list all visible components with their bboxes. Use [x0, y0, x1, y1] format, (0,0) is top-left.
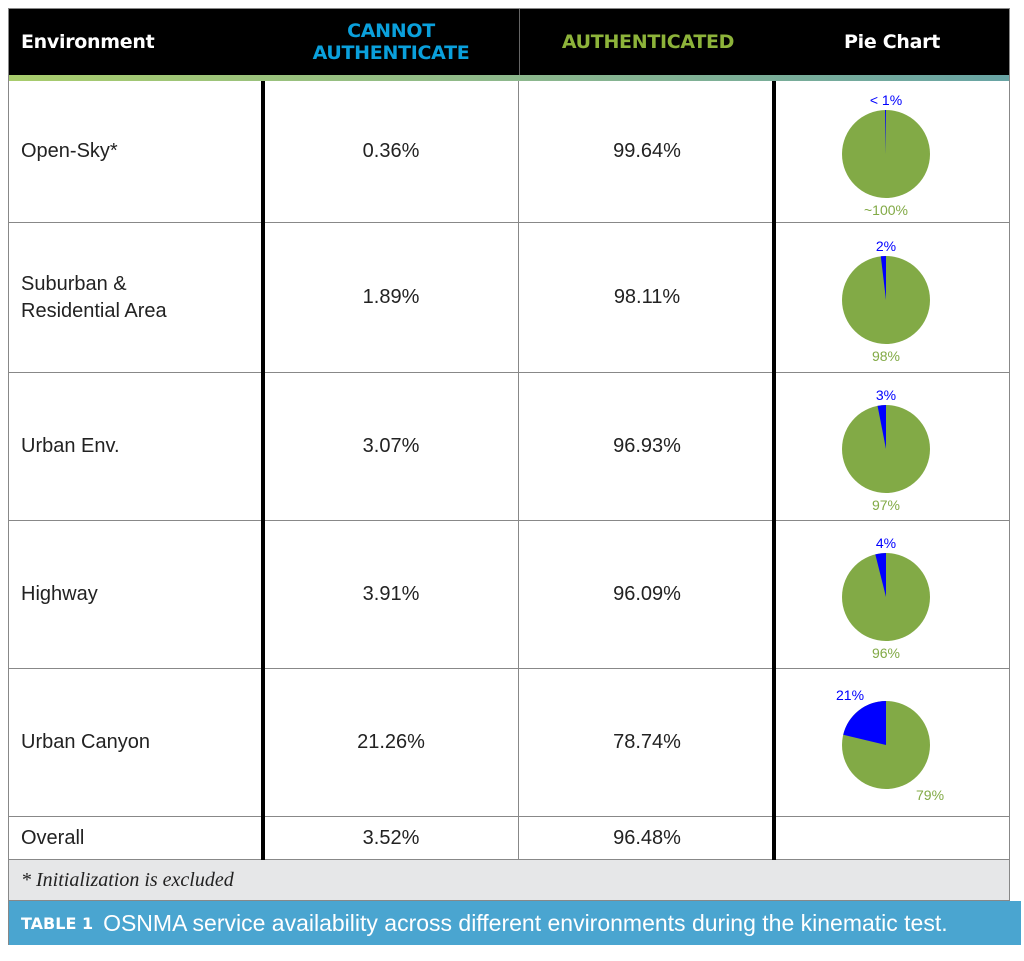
caption-text: OSNMA service availability across differ…: [103, 909, 948, 936]
table-row: Suburban & Residential Area 1.89% 98.11%: [9, 223, 1009, 373]
footnote: * Initialization is excluded: [9, 860, 1009, 901]
authenticated-value: 98.11%: [613, 286, 681, 308]
table-row: Urban Env. 3.07% 96.93%: [9, 373, 1009, 521]
pie-charts: < 1% ~100% 2% 98% 3% 97% 4% 96% 21% 79%: [836, 92, 944, 803]
pie-label-authenticated: ~100%: [864, 202, 908, 218]
environment-name: Suburban & Residential Area: [21, 272, 167, 322]
header-cannot-line2: AUTHENTICATE: [312, 42, 470, 64]
overall-row: Overall 3.52% 96.48%: [9, 817, 1009, 860]
pie-slice-cannot-authenticate: [877, 405, 886, 449]
column-divider: [772, 81, 776, 860]
environment-name: Highway: [21, 583, 98, 605]
cannot-authenticate-value: 0.36%: [362, 140, 420, 162]
column-divider: [518, 81, 519, 860]
pie-chart: 21% 79%: [836, 687, 944, 803]
pie-label-authenticated: 96%: [872, 645, 900, 661]
cannot-authenticate-value: 1.89%: [362, 286, 420, 308]
header-environment: Environment: [21, 31, 155, 53]
pie-slice-cannot-authenticate: [885, 110, 886, 154]
pie-chart: 2% 98%: [842, 238, 930, 364]
table-header: Environment CANNOT AUTHENTICATE AUTHENTIC…: [9, 9, 1009, 75]
table-row: Open-Sky* 0.36% 99.64%: [9, 81, 1009, 223]
authenticated-value: 78.74%: [613, 731, 681, 753]
pie-label-cannot: 3%: [876, 387, 896, 403]
table-caption: TABLE 1 OSNMA service availability across…: [9, 901, 1021, 945]
pie-label-cannot: < 1%: [870, 92, 902, 108]
pie-label-cannot: 21%: [836, 687, 864, 703]
table-row: Highway 3.91% 96.09%: [9, 521, 1009, 669]
authenticated-value: 96.09%: [613, 583, 681, 605]
caption-label: TABLE 1: [21, 913, 94, 933]
authenticated-value: 96.93%: [613, 435, 681, 457]
pie-chart: 3% 97%: [842, 387, 930, 513]
header-pie-chart: Pie Chart: [844, 31, 940, 53]
overall-authenticated: 96.48%: [613, 826, 681, 849]
table-row: Urban Canyon 21.26% 78.74%: [9, 669, 1009, 817]
header-cannot-authenticate: CANNOT AUTHENTICATE: [263, 9, 519, 75]
cannot-authenticate-value: 3.07%: [362, 435, 420, 457]
pie-label-authenticated: 97%: [872, 497, 900, 513]
pie-slice-cannot-authenticate: [875, 553, 886, 597]
cannot-authenticate-value: 3.91%: [362, 583, 420, 605]
authenticated-value: 99.64%: [613, 140, 681, 162]
header-cannot-line1: CANNOT: [347, 20, 435, 42]
header-gradient-bar: [9, 75, 1009, 81]
overall-label: Overall: [21, 826, 85, 849]
pie-label-cannot: 4%: [876, 535, 896, 551]
column-divider: [261, 81, 265, 860]
environment-name: Urban Canyon: [21, 731, 150, 753]
pie-label-authenticated: 98%: [872, 348, 900, 364]
pie-slice-cannot-authenticate: [843, 701, 886, 745]
pie-slice-cannot-authenticate: [880, 256, 886, 300]
header-authenticated: AUTHENTICATED: [519, 9, 776, 75]
osnma-table: Environment CANNOT AUTHENTICATE AUTHENTIC…: [8, 8, 1021, 945]
pie-chart: < 1% ~100%: [842, 92, 930, 218]
environment-name: Open-Sky*: [21, 140, 118, 162]
cannot-authenticate-value: 21.26%: [357, 731, 425, 753]
pie-label-cannot: 2%: [876, 238, 896, 254]
pie-chart: 4% 96%: [842, 535, 930, 661]
overall-cannot: 3.52%: [362, 826, 420, 849]
pie-label-authenticated: 79%: [916, 787, 944, 803]
environment-name: Urban Env.: [21, 435, 120, 457]
